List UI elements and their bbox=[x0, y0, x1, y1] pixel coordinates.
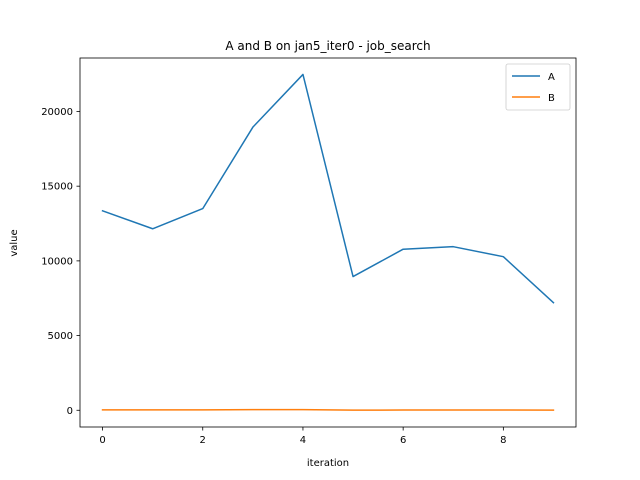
y-tick-label: 15000 bbox=[41, 182, 73, 193]
legend-box bbox=[505, 63, 571, 111]
y-tick-label: 10000 bbox=[41, 256, 73, 267]
series-line-a bbox=[101, 73, 555, 304]
legend-label-b: B bbox=[548, 93, 555, 104]
x-tick-label: 2 bbox=[200, 435, 206, 446]
legend-label-a: A bbox=[548, 72, 555, 83]
plot-frame bbox=[79, 57, 577, 428]
x-tick-label: 0 bbox=[99, 435, 105, 446]
series-group bbox=[101, 73, 555, 411]
plot-area bbox=[79, 57, 577, 428]
x-tick-label: 6 bbox=[400, 435, 406, 446]
x-axis: 0 2 4 6 8 bbox=[99, 427, 507, 446]
chart-title: A and B on jan5_iter0 - job_search bbox=[225, 39, 430, 53]
x-tick-label: 8 bbox=[500, 435, 506, 446]
x-tick-label: 4 bbox=[300, 435, 306, 446]
y-axis: 0 5000 10000 15000 20000 bbox=[41, 107, 80, 417]
y-axis-label: value bbox=[9, 229, 20, 256]
y-tick-label: 20000 bbox=[41, 107, 73, 118]
legend: AB bbox=[505, 63, 571, 111]
y-tick-label: 5000 bbox=[48, 331, 73, 342]
series-line-b bbox=[101, 408, 555, 411]
y-tick-label: 0 bbox=[67, 406, 73, 417]
x-axis-label: iteration bbox=[307, 458, 349, 469]
